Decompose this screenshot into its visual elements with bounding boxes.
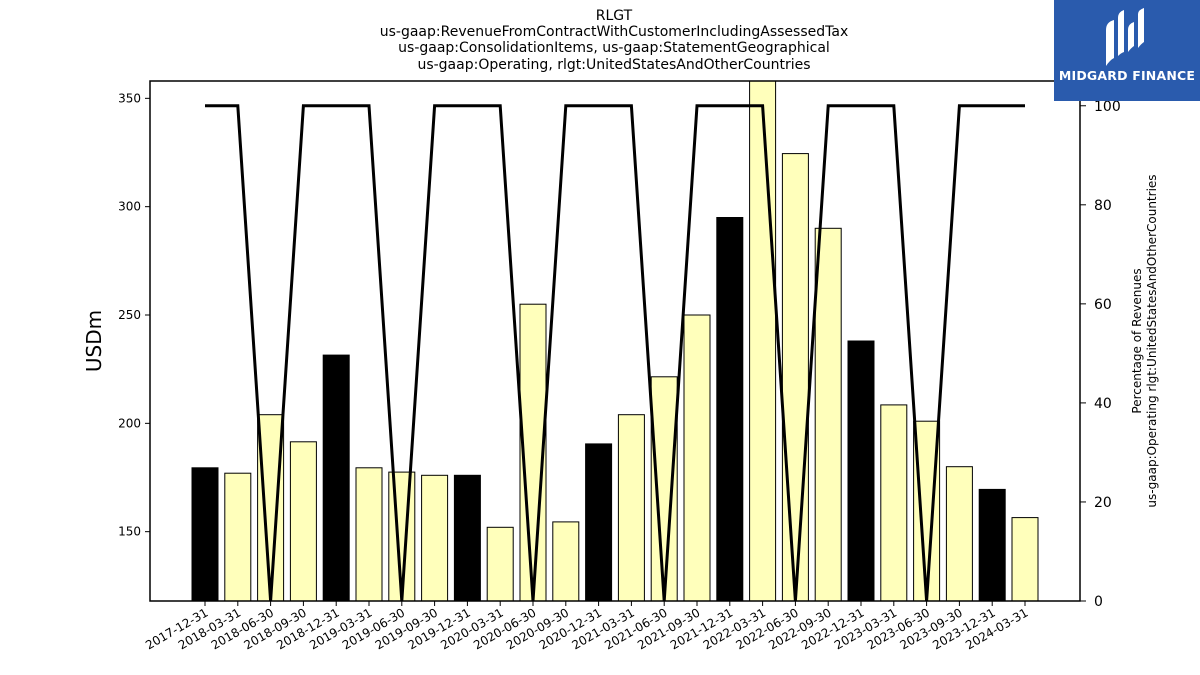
chart-title: RLGT us-gaap:RevenueFromContractWithCust… bbox=[380, 8, 849, 73]
left-tick-label: 350 bbox=[118, 91, 141, 105]
bar-2021-12-31 bbox=[716, 217, 744, 601]
bar-2018-06-30 bbox=[257, 414, 285, 601]
percentage-line bbox=[205, 104, 1025, 602]
right-tick-label: 80 bbox=[1094, 198, 1112, 214]
bar-2022-03-31 bbox=[749, 81, 777, 601]
right-tick-label: 100 bbox=[1094, 99, 1121, 115]
logo-text: MIDGARD FINANCE bbox=[1058, 68, 1196, 83]
left-y-axis: 150 200 250 300 350 bbox=[118, 91, 150, 539]
bar-2024-03-31 bbox=[1011, 517, 1039, 601]
bar-2018-03-31 bbox=[224, 472, 252, 601]
chart-title-line-4: us-gaap:Operating, rlgt:UnitedStatesAndO… bbox=[417, 57, 810, 73]
chart-title-line-2: us-gaap:RevenueFromContractWithCustomerI… bbox=[380, 24, 849, 40]
midgard-logo-icon bbox=[1106, 8, 1144, 66]
bar-2021-09-30 bbox=[683, 314, 711, 601]
bar-2021-06-30 bbox=[650, 376, 678, 601]
chart-title-line-3: us-gaap:ConsolidationItems, us-gaap:Stat… bbox=[398, 40, 830, 56]
y-axis-label-right-line-1: Percentage of Revenues bbox=[1130, 268, 1144, 413]
chart-title-line-1: RLGT bbox=[596, 8, 633, 24]
bar-2023-12-31 bbox=[978, 488, 1006, 601]
y-axis-label-right-line-2: us-gaap:Operating rlgt:UnitedStatesAndOt… bbox=[1145, 174, 1159, 507]
bar-2020-03-31 bbox=[486, 526, 514, 601]
left-tick-label: 150 bbox=[118, 525, 141, 539]
bar-2020-09-30 bbox=[552, 521, 580, 601]
right-y-axis: 0 20 40 60 80 100 bbox=[1080, 99, 1121, 610]
bar-2017-12-31 bbox=[191, 467, 219, 601]
plot-frame bbox=[149, 80, 1081, 602]
bar-2018-09-30 bbox=[289, 441, 317, 601]
left-tick-label: 300 bbox=[118, 200, 141, 214]
bar-2019-12-31 bbox=[453, 474, 481, 601]
bar-2022-12-31 bbox=[847, 340, 875, 601]
midgard-finance-logo: MIDGARD FINANCE bbox=[1054, 0, 1200, 101]
x-axis: 2017-12-312018-03-312018-06-302018-09-30… bbox=[143, 601, 1031, 652]
bar-2021-03-31 bbox=[617, 414, 645, 601]
bar-series bbox=[191, 81, 1039, 601]
bar-2023-03-31 bbox=[880, 404, 908, 601]
bar-2019-03-31 bbox=[355, 467, 383, 601]
right-tick-label: 60 bbox=[1094, 297, 1112, 313]
left-tick-label: 200 bbox=[118, 416, 141, 430]
right-tick-label: 20 bbox=[1094, 495, 1112, 511]
left-tick-label: 250 bbox=[118, 308, 141, 322]
bar-2020-12-31 bbox=[585, 443, 613, 601]
bar-2018-12-31 bbox=[322, 354, 350, 601]
right-tick-label: 0 bbox=[1094, 594, 1103, 610]
bar-2019-09-30 bbox=[421, 474, 449, 601]
percentage-line-series bbox=[205, 104, 1025, 602]
right-tick-label: 40 bbox=[1094, 396, 1112, 412]
y-axis-label-left: USDm bbox=[82, 310, 106, 372]
bar-2023-09-30 bbox=[945, 466, 973, 601]
bar-2022-09-30 bbox=[814, 227, 842, 601]
bar-2022-06-30 bbox=[781, 153, 809, 601]
